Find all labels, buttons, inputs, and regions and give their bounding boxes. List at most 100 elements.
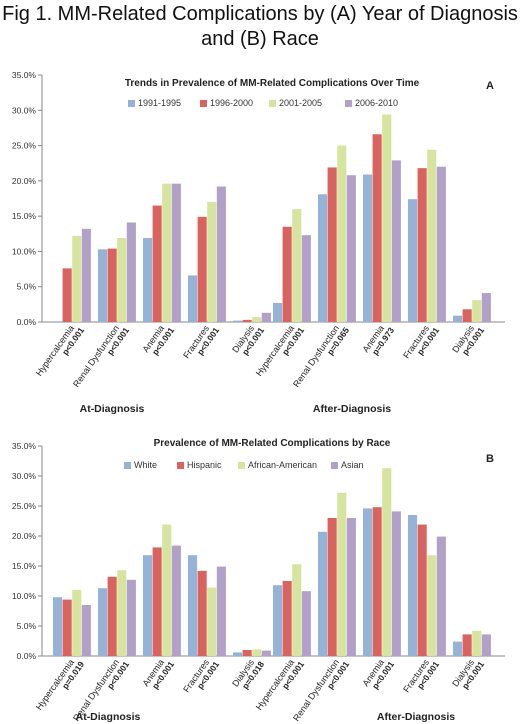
- y-tick-label: 5.0%: [17, 621, 37, 631]
- bar: [417, 168, 427, 322]
- bar: [282, 226, 292, 322]
- bar: [273, 302, 283, 322]
- y-tick-label: 25.0%: [12, 501, 37, 511]
- bar: [372, 134, 382, 322]
- bar: [72, 590, 82, 656]
- bar: [72, 235, 82, 322]
- figure-title-line2: and (B) Race: [201, 28, 319, 50]
- bar: [242, 650, 252, 656]
- bar: [117, 238, 127, 322]
- legend-label: 2006-2010: [355, 98, 398, 108]
- bar: [363, 508, 373, 656]
- bar: [126, 579, 136, 656]
- bar: [382, 114, 392, 322]
- y-tick-label: 10.0%: [12, 591, 37, 601]
- legend-swatch: [124, 462, 131, 469]
- legend-swatch: [269, 100, 276, 107]
- bar: [292, 564, 302, 656]
- bar: [408, 199, 418, 322]
- legend-swatch: [331, 462, 338, 469]
- figure-title: Fig 1. MM-Related Complications by (A) Y…: [0, 2, 520, 52]
- bar: [53, 597, 63, 656]
- bar: [216, 566, 226, 656]
- bar: [372, 507, 382, 656]
- bar: [162, 524, 172, 656]
- bar: [126, 222, 136, 322]
- y-tick-label: 0.0%: [17, 651, 37, 661]
- legend-label: 1991-1995: [138, 98, 181, 108]
- bar: [188, 555, 198, 656]
- bar: [346, 518, 356, 656]
- bar: [327, 518, 337, 656]
- bar: [337, 145, 347, 322]
- bar: [436, 166, 446, 322]
- bar: [53, 321, 63, 322]
- bar: [481, 293, 491, 322]
- bar: [233, 320, 243, 322]
- bar: [107, 248, 117, 322]
- bar: [117, 570, 127, 656]
- bar: [408, 515, 418, 656]
- y-tick-label: 30.0%: [12, 105, 37, 115]
- y-tick-label: 20.0%: [12, 176, 37, 186]
- bar: [188, 275, 198, 322]
- legend-label: 1996-2000: [210, 98, 253, 108]
- legend-label: White: [134, 460, 157, 470]
- bar: [472, 300, 482, 322]
- legend-swatch: [238, 462, 245, 469]
- y-tick-label: 10.0%: [12, 246, 37, 256]
- bar: [252, 317, 262, 322]
- y-tick-label: 0.0%: [17, 317, 37, 327]
- bar: [337, 492, 347, 656]
- bar: [152, 205, 162, 322]
- bar: [143, 555, 153, 656]
- bar: [318, 531, 328, 656]
- y-tick-label: 25.0%: [12, 141, 37, 151]
- bar: [282, 581, 292, 656]
- bar: [462, 309, 472, 322]
- group-label: After-Diagnosis: [377, 711, 455, 723]
- bar: [242, 319, 252, 322]
- bar: [472, 630, 482, 656]
- legend-label: Hispanic: [187, 460, 222, 470]
- bar: [81, 605, 91, 656]
- bar: [481, 634, 491, 656]
- y-tick-label: 20.0%: [12, 531, 37, 541]
- panel-letter: A: [486, 80, 494, 92]
- y-tick-label: 30.0%: [12, 471, 37, 481]
- group-label: At-Diagnosis: [76, 711, 141, 723]
- bar: [152, 547, 162, 656]
- y-tick-label: 15.0%: [12, 211, 37, 221]
- y-tick-label: 35.0%: [12, 70, 37, 80]
- bar: [233, 652, 243, 656]
- figure-title-line1: Fig 1. MM-Related Complications by (A) Y…: [2, 3, 518, 25]
- bar: [382, 468, 392, 656]
- bar: [81, 228, 91, 322]
- bar: [453, 315, 463, 322]
- bar: [261, 312, 271, 322]
- bar: [207, 202, 217, 322]
- bar: [453, 641, 463, 656]
- bar: [207, 587, 217, 656]
- bar: [162, 183, 172, 322]
- bar: [273, 585, 283, 656]
- panel-letter: B: [486, 453, 494, 465]
- bar: [216, 186, 226, 322]
- y-tick-label: 15.0%: [12, 561, 37, 571]
- legend-swatch: [177, 462, 184, 469]
- legend-label: Asian: [341, 460, 364, 470]
- bar: [292, 209, 302, 322]
- chart-title: Prevalence of MM-Related Complications b…: [154, 438, 391, 449]
- legend-swatch: [200, 100, 207, 107]
- bar: [427, 555, 437, 656]
- bar: [261, 650, 271, 656]
- bar: [327, 167, 337, 322]
- bar: [417, 524, 427, 656]
- legend-swatch: [128, 100, 135, 107]
- legend-label: 2001-2005: [279, 98, 322, 108]
- bar: [143, 238, 153, 322]
- bar: [436, 536, 446, 656]
- bar: [171, 183, 181, 322]
- bar: [197, 216, 207, 322]
- legend-label: African-American: [248, 460, 317, 470]
